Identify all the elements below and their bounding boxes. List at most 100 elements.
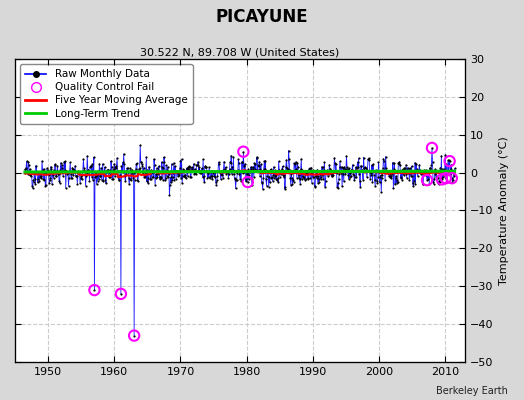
Point: [36, 169, 44, 175]
Point: [264, 168, 272, 174]
Point: [445, 158, 454, 164]
Point: [189, 168, 197, 175]
Point: [216, 176, 225, 182]
Point: [365, 169, 374, 176]
Point: [407, 173, 415, 179]
Point: [290, 161, 299, 167]
Point: [113, 168, 122, 174]
Point: [132, 166, 140, 172]
Point: [434, 180, 442, 186]
Point: [269, 164, 278, 170]
Point: [278, 166, 286, 172]
Point: [335, 171, 344, 177]
Point: [322, 168, 330, 174]
Point: [431, 171, 439, 177]
Point: [301, 175, 310, 182]
Point: [296, 180, 304, 187]
Point: [202, 164, 210, 170]
Point: [239, 163, 248, 170]
Point: [354, 155, 363, 162]
Point: [369, 161, 377, 168]
Point: [74, 170, 82, 176]
Point: [60, 158, 68, 165]
Point: [402, 175, 411, 181]
Point: [87, 162, 95, 169]
Point: [162, 162, 170, 168]
Point: [304, 176, 312, 182]
Point: [28, 182, 36, 189]
Point: [83, 153, 92, 159]
Point: [396, 175, 405, 181]
Point: [29, 178, 38, 185]
Point: [165, 192, 173, 198]
Point: [143, 167, 151, 173]
Point: [130, 177, 139, 184]
Point: [251, 166, 259, 172]
Point: [227, 152, 235, 159]
Point: [353, 159, 362, 165]
Point: [48, 180, 56, 187]
Point: [164, 174, 172, 181]
Point: [176, 165, 184, 171]
Point: [192, 162, 201, 169]
Point: [259, 175, 267, 182]
Point: [416, 166, 424, 173]
Point: [107, 163, 116, 170]
Point: [53, 168, 61, 174]
Point: [180, 167, 188, 173]
Point: [125, 181, 134, 188]
Point: [92, 173, 100, 180]
Point: [388, 171, 397, 178]
Point: [160, 154, 168, 160]
Point: [163, 167, 171, 174]
Point: [93, 172, 101, 178]
Point: [199, 174, 207, 180]
Point: [357, 163, 365, 169]
Point: [138, 160, 146, 167]
Point: [224, 174, 233, 181]
Point: [53, 162, 62, 169]
Point: [278, 163, 287, 170]
Point: [331, 169, 340, 176]
Point: [63, 168, 71, 175]
Point: [96, 172, 104, 179]
Point: [399, 170, 408, 176]
Point: [196, 170, 205, 176]
Point: [269, 172, 277, 178]
Point: [438, 166, 446, 172]
Point: [438, 176, 446, 182]
Point: [379, 165, 387, 172]
Point: [39, 176, 47, 182]
Point: [447, 175, 456, 182]
Point: [68, 174, 76, 181]
Point: [185, 164, 194, 170]
Point: [364, 156, 372, 162]
Point: [163, 164, 172, 170]
Point: [172, 168, 181, 174]
Point: [174, 172, 183, 178]
Point: [334, 185, 342, 191]
Point: [312, 168, 320, 175]
Point: [206, 173, 215, 179]
Point: [158, 164, 167, 170]
Point: [424, 176, 432, 182]
Point: [320, 159, 329, 165]
Point: [40, 170, 49, 176]
Point: [236, 176, 244, 182]
Point: [318, 164, 326, 170]
Point: [292, 166, 300, 172]
Point: [169, 170, 178, 176]
Point: [249, 166, 257, 172]
Point: [24, 159, 32, 166]
Point: [297, 155, 305, 162]
Point: [377, 172, 385, 178]
Point: [446, 165, 455, 172]
Point: [61, 158, 69, 164]
Point: [298, 175, 306, 182]
Point: [299, 173, 307, 180]
Point: [206, 175, 214, 181]
Point: [134, 178, 142, 184]
Point: [290, 160, 298, 166]
Point: [250, 160, 258, 166]
Point: [65, 174, 73, 181]
